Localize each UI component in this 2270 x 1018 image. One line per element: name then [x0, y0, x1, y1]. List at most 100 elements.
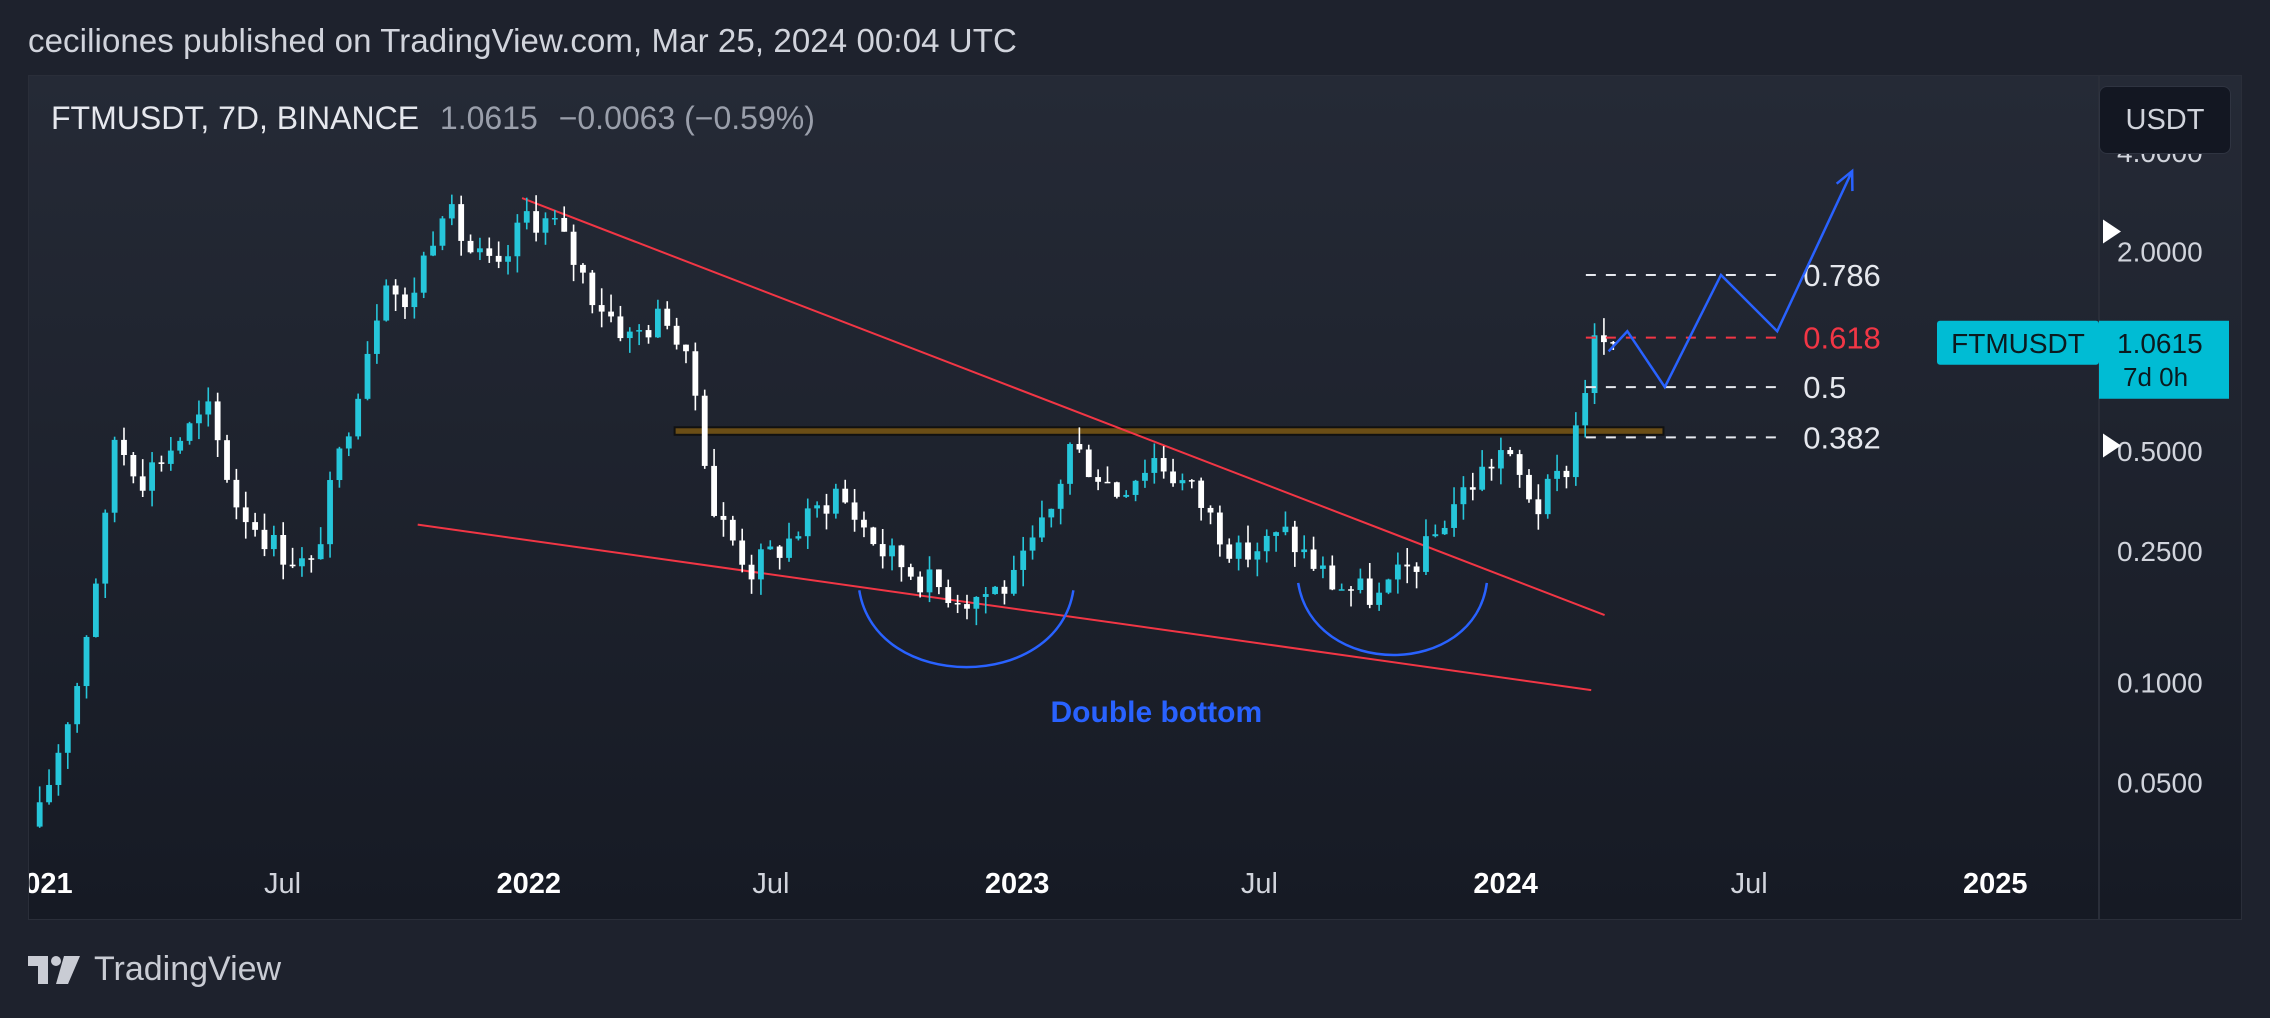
down-candle	[1348, 585, 1354, 607]
up-candle	[1357, 568, 1364, 594]
candle-body	[177, 440, 184, 451]
candle-body	[673, 325, 680, 345]
fib-level-label: 0.786	[1803, 258, 1881, 293]
candle-body	[1132, 480, 1139, 495]
down-candle	[945, 579, 952, 608]
candle-body	[55, 752, 62, 785]
up-candle	[523, 197, 530, 230]
up-candle	[477, 237, 483, 261]
candle-body	[683, 344, 689, 352]
up-candle	[439, 216, 446, 251]
up-candle	[1020, 536, 1027, 587]
candle-body	[1095, 477, 1102, 482]
down-candle	[1488, 458, 1495, 481]
fib-level-label: 0.382	[1803, 420, 1881, 455]
down-candle	[1216, 505, 1223, 557]
down-candle	[1207, 505, 1214, 525]
up-candle	[1544, 474, 1551, 519]
down-candle	[907, 563, 914, 580]
candle-body	[729, 519, 736, 541]
footer-logo[interactable]: TradingView	[28, 950, 281, 989]
up-candle	[1394, 552, 1401, 594]
candle-body	[982, 594, 989, 597]
candle-body	[261, 529, 268, 550]
candle-body	[907, 567, 914, 577]
candle-body	[1067, 444, 1073, 484]
candle-body	[1226, 544, 1233, 559]
candle-body	[917, 576, 924, 593]
candle-body	[1348, 589, 1354, 591]
currency-button[interactable]: USDT	[2099, 86, 2231, 154]
candle-body	[270, 535, 277, 550]
up-candle	[102, 509, 109, 599]
x-tick-label: Jul	[1731, 868, 1768, 900]
candle-body	[327, 480, 333, 545]
candle-body	[1010, 569, 1017, 594]
down-candle	[533, 195, 540, 242]
down-candle	[645, 324, 652, 344]
up-candle	[373, 304, 380, 364]
candle-body	[1563, 470, 1570, 478]
price-chart[interactable]: 4.00002.00000.50000.25000.10000.05002021…	[29, 76, 2242, 920]
candle-body	[1497, 450, 1504, 469]
candle-body	[1376, 592, 1383, 605]
down-candle	[589, 270, 596, 314]
candle-body	[1076, 444, 1083, 450]
candle-body	[458, 204, 465, 241]
down-candle	[598, 288, 605, 328]
down-candle	[467, 234, 474, 254]
down-candle	[289, 547, 296, 569]
candle-body	[289, 564, 296, 567]
up-candle	[177, 437, 184, 454]
x-tick-label: Jul	[1241, 868, 1278, 900]
candle-body	[711, 465, 717, 516]
up-candle	[542, 212, 549, 245]
up-candle	[1179, 473, 1186, 491]
candle-body	[1526, 474, 1532, 500]
candle-body	[139, 476, 146, 491]
up-candle	[448, 194, 455, 226]
candle-body	[570, 231, 577, 265]
up-candle	[1385, 578, 1392, 595]
fib-level-label: 0.618	[1803, 321, 1881, 356]
down-candle	[1113, 481, 1120, 499]
candle-body	[1216, 512, 1223, 545]
candle-body	[1123, 494, 1130, 497]
candle-body	[46, 784, 52, 803]
candle-body	[1329, 565, 1336, 590]
candle-body	[252, 522, 259, 530]
down-candle	[1413, 562, 1420, 589]
candle-body	[1142, 472, 1148, 481]
candle-body	[767, 546, 774, 550]
candle-body	[945, 587, 952, 604]
up-candle	[1591, 323, 1598, 405]
candle-body	[392, 285, 399, 295]
up-candle	[654, 299, 661, 338]
chart-panel[interactable]: 4.00002.00000.50000.25000.10000.05002021…	[28, 75, 2242, 920]
candle-body	[1535, 499, 1542, 515]
candle-body	[196, 414, 202, 424]
up-candle	[767, 540, 774, 550]
candle-body	[439, 218, 446, 246]
candle-body	[1151, 458, 1158, 473]
up-candle	[1554, 454, 1560, 492]
up-candle	[167, 436, 174, 471]
second-bottom-arc	[1296, 582, 1489, 657]
down-candle	[861, 511, 867, 538]
symbol-header: FTMUSDT, 7D, BINANCE 1.0615 −0.0063 (−0.…	[51, 100, 815, 137]
up-candle	[1338, 583, 1345, 591]
down-candle	[1160, 446, 1167, 479]
candle-body	[814, 505, 821, 509]
up-candle	[982, 587, 989, 614]
candle-body	[1113, 482, 1120, 497]
candle-body	[1198, 480, 1205, 508]
down-candle	[823, 493, 830, 530]
candle-body	[280, 535, 287, 565]
up-candle	[1254, 542, 1261, 577]
projection-arrowhead	[1835, 168, 1854, 192]
candle-body	[1516, 454, 1523, 475]
down-candle	[851, 489, 858, 532]
up-candle	[804, 498, 811, 549]
candle-body	[411, 292, 418, 308]
candle-body	[514, 222, 521, 257]
